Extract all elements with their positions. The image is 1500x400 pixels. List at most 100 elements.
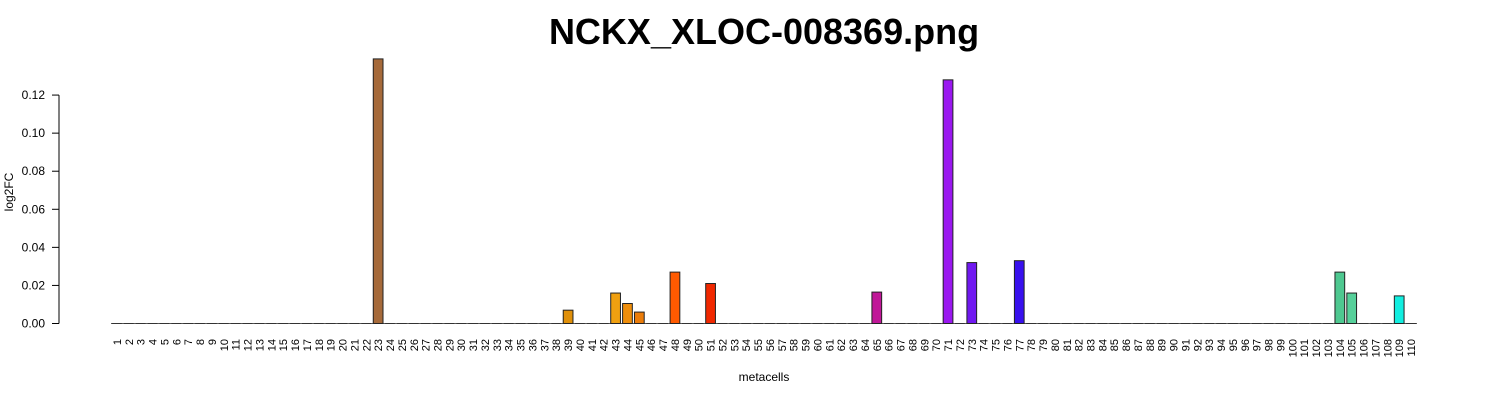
- bar-43: [610, 292, 621, 324]
- x-tick-label: 75: [991, 339, 1003, 351]
- x-tick-label: 106: [1359, 339, 1371, 357]
- x-tick-label: 40: [575, 339, 587, 351]
- x-tick-label: 67: [896, 339, 908, 351]
- x-tick-label: 35: [516, 339, 528, 351]
- bar-109: [1393, 295, 1405, 325]
- x-tick-label: 87: [1133, 339, 1145, 351]
- bar-105: [1346, 292, 1358, 324]
- x-tick-label: 59: [801, 339, 813, 351]
- x-tick-label: 1: [112, 339, 124, 345]
- x-tick-label: 32: [480, 339, 492, 351]
- x-tick-label: 69: [919, 339, 931, 351]
- x-tick-label: 99: [1275, 339, 1287, 351]
- x-tick-label: 95: [1228, 339, 1240, 351]
- bar-39: [562, 309, 574, 324]
- y-tick-label: 0.10: [22, 126, 46, 140]
- x-tick-label: 50: [694, 339, 706, 351]
- x-tick-label: 68: [907, 339, 919, 351]
- x-tick-label: 54: [741, 339, 753, 351]
- x-tick-label: 41: [587, 339, 599, 351]
- bar-23: [372, 58, 384, 325]
- x-tick-label: 71: [943, 339, 955, 351]
- x-tick-label: 102: [1311, 339, 1323, 357]
- x-tick-label: 13: [254, 339, 266, 351]
- x-tick-label: 58: [789, 339, 801, 351]
- x-tick-label: 2: [124, 339, 136, 345]
- x-tick-label: 29: [444, 339, 456, 351]
- x-tick-label: 10: [219, 339, 231, 351]
- chart-title: NCKX_XLOC-008369.png: [549, 11, 979, 52]
- x-tick-label: 86: [1121, 339, 1133, 351]
- x-tick-label: 37: [539, 339, 551, 351]
- x-tick-label: 46: [646, 339, 658, 351]
- x-tick-label: 93: [1204, 339, 1216, 351]
- x-tick-label: 56: [765, 339, 777, 351]
- x-tick-label: 80: [1050, 339, 1062, 351]
- x-tick-label: 19: [326, 339, 338, 351]
- x-axis-label: metacells: [739, 370, 790, 384]
- x-tick-label: 76: [1002, 339, 1014, 351]
- x-tick-label: 26: [409, 339, 421, 351]
- x-tick-label: 108: [1382, 339, 1394, 357]
- x-tick-label: 34: [504, 339, 516, 351]
- x-tick-label: 105: [1347, 339, 1359, 357]
- x-tick-label: 70: [931, 339, 943, 351]
- x-tick-label: 36: [527, 339, 539, 351]
- x-tick-labels: 1 2 3 4 5 6 7 8 9 10 11 12 13 14 15 16 17 18 19 20 21 22 23 24 2…: [112, 339, 1418, 357]
- x-tick-label: 24: [385, 339, 397, 351]
- x-tick-label: 107: [1370, 339, 1382, 357]
- x-tick-label: 47: [658, 339, 670, 351]
- x-tick-label: 94: [1216, 339, 1228, 351]
- bar-44: [622, 303, 633, 325]
- x-tick-label: 79: [1038, 339, 1050, 351]
- x-tick-label: 60: [812, 339, 824, 351]
- bar-71: [942, 79, 954, 325]
- x-tick-label: 43: [611, 339, 623, 351]
- x-tick-label: 104: [1335, 339, 1347, 357]
- x-tick-label: 65: [872, 339, 884, 351]
- x-tick-label: 64: [860, 339, 872, 351]
- x-tick-label: 63: [848, 339, 860, 351]
- x-tick-label: 6: [171, 339, 183, 345]
- x-tick-label: 4: [148, 339, 160, 345]
- x-tick-label: 92: [1192, 339, 1204, 351]
- x-tick-label: 30: [456, 339, 468, 351]
- x-tick-label: 66: [884, 339, 896, 351]
- x-tick-label: 62: [836, 339, 848, 351]
- x-tick-label: 25: [397, 339, 409, 351]
- x-tick-label: 27: [421, 339, 433, 351]
- x-tick-label: 89: [1157, 339, 1169, 351]
- x-tick-label: 33: [492, 339, 504, 351]
- x-tick-label: 55: [753, 339, 765, 351]
- x-tick-label: 23: [373, 339, 385, 351]
- y-tick-label: 0.00: [22, 317, 46, 331]
- x-tick-label: 96: [1240, 339, 1252, 351]
- x-tick-label: 84: [1097, 339, 1109, 351]
- x-tick-label: 38: [551, 339, 563, 351]
- x-tick-label: 17: [302, 339, 314, 351]
- y-tick-label: 0.06: [22, 202, 46, 216]
- bar-77: [1013, 260, 1025, 324]
- y-tick-label: 0.12: [22, 88, 46, 102]
- x-tick-label: 51: [706, 339, 718, 351]
- x-tick-label: 15: [278, 339, 290, 351]
- x-tick-label: 109: [1394, 339, 1406, 357]
- x-tick-label: 11: [231, 339, 243, 350]
- x-tick-label: 83: [1086, 339, 1098, 351]
- bars-group: [112, 58, 1416, 325]
- bar-73: [966, 262, 978, 325]
- x-tick-label: 44: [622, 339, 634, 351]
- x-tick-label: 20: [338, 339, 350, 351]
- x-tick-label: 82: [1074, 339, 1086, 351]
- x-tick-label: 9: [207, 339, 219, 345]
- x-tick-label: 31: [468, 339, 480, 351]
- x-tick-label: 48: [670, 339, 682, 351]
- x-tick-label: 85: [1109, 339, 1121, 351]
- y-axis: 0.00 0.02 0.04 0.06 0.08 0.10 0.12: [22, 88, 60, 331]
- x-tick-label: 110: [1406, 339, 1418, 357]
- x-tick-label: 5: [159, 339, 171, 345]
- x-tick-label: 101: [1299, 339, 1311, 357]
- x-tick-label: 3: [136, 339, 148, 345]
- x-tick-label: 77: [1014, 339, 1026, 351]
